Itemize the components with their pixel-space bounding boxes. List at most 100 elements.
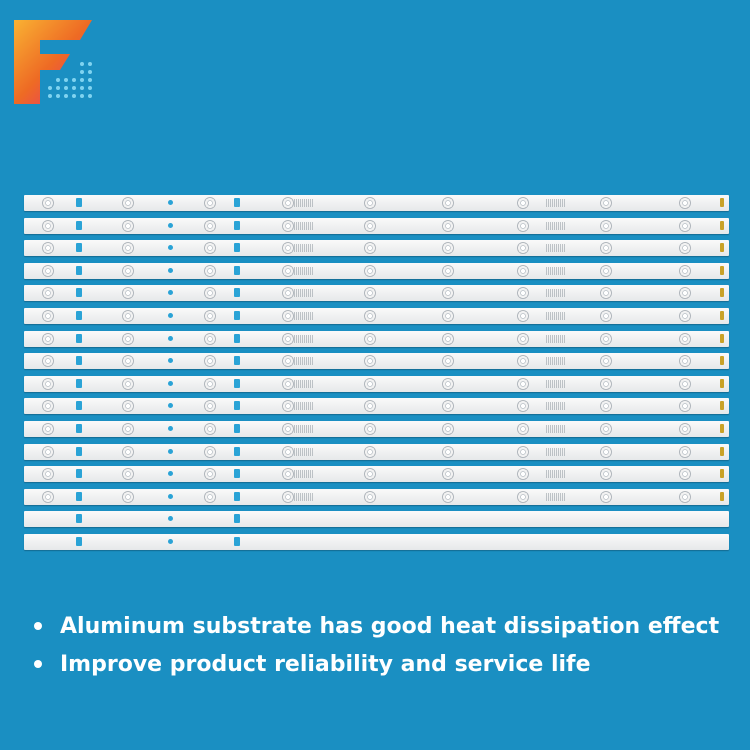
led-lens-icon	[122, 423, 134, 435]
mounting-slot-icon	[234, 220, 240, 230]
led-lens-icon	[122, 287, 134, 300]
led-lens-icon	[204, 264, 216, 277]
mounting-slot-icon	[76, 537, 82, 546]
mounting-slot-icon	[234, 378, 240, 388]
pcb-print-mark	[546, 470, 566, 479]
led-lens-icon	[600, 242, 612, 255]
pcb-print-mark	[294, 244, 314, 253]
feature-text: Improve product reliability and service …	[60, 651, 591, 677]
pcb-print-mark	[546, 379, 566, 388]
led-lens-icon	[204, 445, 216, 458]
mounting-hole-icon	[168, 516, 173, 522]
led-strip	[24, 443, 729, 460]
led-lens-icon	[282, 310, 294, 322]
pcb-print-mark	[294, 289, 314, 298]
led-lens-icon	[364, 400, 376, 413]
led-lens-icon	[679, 377, 691, 390]
led-lens-icon	[442, 400, 454, 413]
led-lens-icon	[517, 242, 529, 255]
mounting-hole-icon	[168, 448, 173, 454]
mounting-hole-icon	[168, 200, 173, 205]
led-lens-icon	[42, 264, 54, 277]
mounting-slot-icon	[76, 265, 82, 275]
led-lens-icon	[282, 332, 294, 345]
led-lens-icon	[282, 490, 294, 503]
led-strip	[24, 488, 729, 505]
led-lens-icon	[364, 219, 376, 232]
mounting-slot-icon	[76, 356, 82, 366]
led-lens-icon	[204, 242, 216, 255]
led-lens-icon	[204, 197, 216, 209]
pcb-print-mark	[294, 470, 314, 479]
mounting-hole-icon	[168, 358, 173, 364]
led-strip	[24, 217, 729, 234]
led-lens-icon	[364, 242, 376, 255]
pcb-print-mark	[546, 244, 566, 253]
mounting-hole-icon	[168, 267, 173, 273]
led-lens-icon	[282, 423, 294, 435]
pcb-print-mark	[294, 447, 314, 456]
led-lens-icon	[204, 468, 216, 481]
led-lens-icon	[679, 468, 691, 481]
led-lens-icon	[364, 445, 376, 458]
led-strip	[24, 466, 729, 483]
led-lens-icon	[122, 377, 134, 390]
mounting-slot-icon	[76, 243, 82, 253]
mounting-slot-icon	[76, 311, 82, 320]
led-strip	[24, 398, 729, 415]
mounting-slot-icon	[234, 311, 240, 320]
led-lens-icon	[282, 197, 294, 209]
led-lens-icon	[364, 377, 376, 390]
led-lens-icon	[442, 468, 454, 481]
led-lens-icon	[42, 423, 54, 435]
led-strip	[24, 195, 729, 211]
led-lens-icon	[679, 490, 691, 503]
led-lens-icon	[517, 400, 529, 413]
led-lens-icon	[679, 423, 691, 435]
led-lens-icon	[600, 332, 612, 345]
connector-icon	[720, 220, 724, 230]
mounting-slot-icon	[234, 537, 240, 546]
led-lens-icon	[364, 468, 376, 481]
mounting-slot-icon	[234, 198, 240, 207]
led-lens-icon	[42, 287, 54, 300]
led-lens-icon	[282, 400, 294, 413]
led-lens-icon	[600, 219, 612, 232]
mounting-hole-icon	[168, 426, 173, 431]
led-lens-icon	[204, 423, 216, 435]
led-lens-icon	[122, 355, 134, 368]
bullet-dot-icon	[34, 660, 42, 668]
mounting-hole-icon	[168, 493, 173, 499]
led-lens-icon	[442, 197, 454, 209]
led-lens-icon	[517, 490, 529, 503]
led-lens-icon	[204, 219, 216, 232]
pcb-print-mark	[294, 312, 314, 320]
connector-icon	[720, 356, 724, 366]
mounting-slot-icon	[76, 378, 82, 388]
led-lens-icon	[442, 490, 454, 503]
pcb-print-mark	[294, 425, 314, 433]
led-lens-icon	[600, 445, 612, 458]
led-lens-icon	[679, 242, 691, 255]
led-lens-icon	[517, 219, 529, 232]
connector-icon	[720, 378, 724, 388]
led-strip	[24, 330, 729, 347]
led-lens-icon	[204, 310, 216, 322]
connector-icon	[720, 311, 724, 320]
led-lens-icon	[442, 355, 454, 368]
mounting-slot-icon	[234, 469, 240, 479]
led-lens-icon	[42, 332, 54, 345]
mounting-slot-icon	[234, 514, 240, 524]
led-lens-icon	[442, 242, 454, 255]
blank-strip	[24, 511, 729, 528]
led-lens-icon	[600, 377, 612, 390]
connector-icon	[720, 243, 724, 253]
mounting-hole-icon	[168, 290, 173, 296]
led-lens-icon	[122, 490, 134, 503]
led-lens-icon	[679, 197, 691, 209]
mounting-hole-icon	[168, 380, 173, 386]
mounting-slot-icon	[234, 401, 240, 411]
led-lens-icon	[364, 355, 376, 368]
mounting-slot-icon	[234, 265, 240, 275]
mounting-slot-icon	[234, 446, 240, 456]
